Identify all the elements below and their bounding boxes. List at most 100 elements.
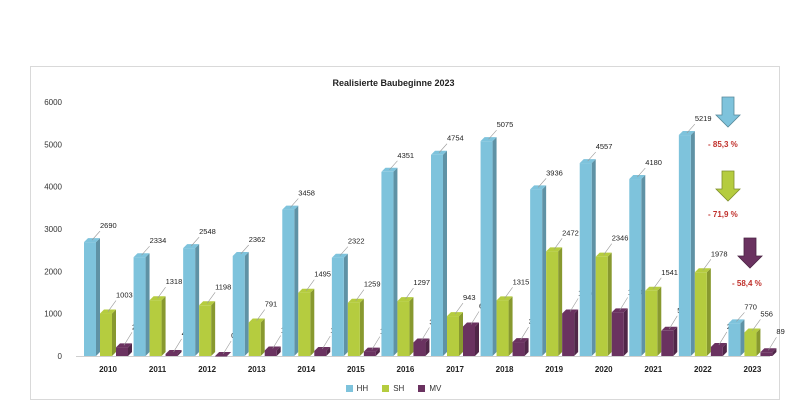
bar-hh	[579, 163, 592, 356]
legend-item-sh: SH	[382, 384, 404, 393]
data-label-sh: 1495	[314, 270, 331, 279]
data-label-sh: 943	[463, 293, 476, 302]
y-tick-label: 3000	[44, 225, 62, 234]
y-tick-label: 6000	[44, 98, 62, 107]
x-tick-label: 2018	[496, 365, 514, 374]
data-label-sh: 1198	[215, 282, 231, 291]
bar-hh	[530, 189, 543, 356]
legend-swatch-hh	[345, 385, 353, 392]
x-tick-label: 2023	[744, 365, 762, 374]
y-tick-label: 2000	[44, 267, 62, 276]
x-tick-label: 2013	[248, 365, 266, 374]
bar-side-hh	[641, 175, 646, 356]
x-tick-label: 2020	[595, 365, 613, 374]
y-tick-label: 5000	[44, 140, 62, 149]
bar-sh	[447, 316, 459, 356]
data-label-hh: 2362	[249, 235, 266, 244]
data-label-leader	[520, 326, 529, 341]
data-label-hh: 4557	[596, 142, 613, 151]
legend-label-sh: SH	[393, 384, 405, 393]
bar-mv	[463, 326, 475, 356]
data-label-leader	[240, 244, 249, 255]
data-label-leader	[653, 277, 662, 289]
bar-side-sh	[657, 286, 662, 356]
bar-sh	[645, 290, 658, 356]
bar-top-sh	[496, 296, 513, 301]
data-label-leader	[537, 178, 547, 188]
bar-sh	[248, 322, 261, 356]
bar-side-sh	[211, 301, 216, 356]
data-label-sh: 1259	[364, 280, 381, 289]
data-label-sh: 1541	[661, 268, 678, 277]
data-label-leader	[488, 129, 497, 140]
data-label-hh: 770	[744, 302, 757, 311]
bar-hh	[678, 135, 691, 356]
bar-hh	[232, 256, 245, 356]
bar-sh	[199, 305, 212, 356]
x-tick-label: 2022	[694, 365, 712, 374]
data-label-leader	[141, 245, 150, 256]
data-label-leader	[157, 287, 166, 299]
bar-sh	[595, 256, 608, 356]
bar-side-sh	[508, 296, 513, 356]
data-label-leader	[206, 292, 216, 304]
bar-side-mv	[623, 308, 628, 356]
bar-sh	[546, 251, 559, 356]
data-label-hh: 2322	[348, 237, 365, 246]
x-tick-label: 2012	[198, 365, 216, 374]
bar-mv	[611, 312, 624, 356]
bar-side-hh	[591, 159, 596, 356]
x-tick-label: 2010	[99, 365, 117, 374]
bar-side-sh	[359, 298, 364, 356]
bar-hh	[629, 179, 642, 356]
bar-sh	[298, 292, 311, 356]
data-label-leader	[438, 143, 448, 153]
data-label-leader	[421, 327, 430, 341]
data-label-leader	[322, 335, 331, 350]
data-label-sh: 2472	[562, 228, 579, 237]
data-label-leader	[768, 337, 777, 351]
bar-side-mv	[673, 326, 678, 356]
bar-hh	[84, 242, 96, 356]
legend-item-hh: HH	[345, 384, 368, 393]
x-tick-label: 2019	[545, 365, 563, 374]
data-label-leader	[190, 236, 200, 247]
data-label-hh: 4754	[447, 134, 464, 143]
bar-hh	[331, 257, 344, 356]
bar-mv	[710, 346, 723, 356]
bar-mv	[116, 347, 128, 356]
bar-side-hh	[740, 319, 745, 356]
data-label-leader	[290, 198, 299, 208]
data-label-leader	[702, 259, 712, 271]
annotation-percent: - 71,9 %	[708, 210, 738, 219]
bar-side-hh	[294, 205, 299, 356]
bar-side-sh	[558, 247, 563, 356]
bar-hh	[728, 323, 741, 356]
data-label-leader	[339, 246, 349, 256]
bar-side-hh	[96, 238, 100, 356]
bar-side-sh	[112, 309, 116, 356]
data-label-leader	[405, 287, 414, 300]
data-label-leader	[123, 332, 133, 346]
data-label-leader	[752, 319, 761, 331]
bar-hh	[480, 141, 493, 356]
bar-side-hh	[492, 137, 497, 356]
bar-side-sh	[607, 252, 612, 356]
data-label-leader	[256, 309, 265, 321]
bar-hh	[183, 248, 196, 356]
legend-label-mv: MV	[429, 384, 442, 393]
data-label-hh: 3936	[546, 168, 563, 177]
data-label-leader	[669, 315, 678, 329]
bar-side-mv	[128, 343, 132, 356]
data-label-leader	[686, 123, 696, 134]
data-label-leader	[107, 300, 117, 312]
bar-side-hh	[443, 150, 447, 356]
bar-hh	[381, 171, 394, 356]
bar-side-sh	[706, 268, 711, 356]
bar-hh	[282, 209, 295, 356]
data-label-sh: 1297	[413, 278, 430, 287]
data-label-sh: 2346	[612, 234, 629, 243]
data-label-leader	[355, 289, 365, 301]
x-tick-label: 2011	[149, 365, 167, 374]
data-label-sh: 1318	[166, 277, 183, 286]
